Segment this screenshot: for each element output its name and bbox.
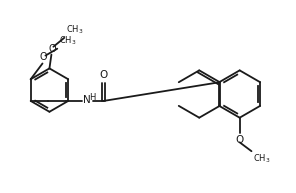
Text: O: O bbox=[40, 52, 47, 63]
Text: CH$_3$: CH$_3$ bbox=[253, 152, 271, 165]
Text: O: O bbox=[99, 70, 108, 80]
Text: CH$_3$: CH$_3$ bbox=[59, 34, 77, 47]
Text: H: H bbox=[89, 93, 95, 102]
Text: N: N bbox=[83, 95, 91, 105]
Text: CH$_3$: CH$_3$ bbox=[66, 23, 84, 36]
Text: O: O bbox=[49, 44, 56, 54]
Text: O: O bbox=[236, 135, 244, 146]
